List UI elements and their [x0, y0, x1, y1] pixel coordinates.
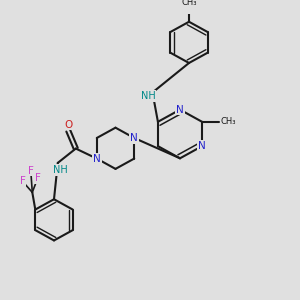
- Text: CH₃: CH₃: [181, 0, 197, 7]
- Text: NH: NH: [141, 91, 155, 101]
- Text: F: F: [35, 173, 41, 183]
- Text: N: N: [130, 133, 138, 143]
- Text: N: N: [176, 105, 184, 115]
- Text: F: F: [20, 176, 26, 187]
- Text: CH₃: CH₃: [220, 117, 236, 126]
- Text: N: N: [198, 141, 206, 151]
- Text: O: O: [64, 119, 72, 130]
- Text: N: N: [93, 154, 101, 164]
- Text: F: F: [28, 166, 34, 176]
- Text: NH: NH: [53, 165, 68, 175]
